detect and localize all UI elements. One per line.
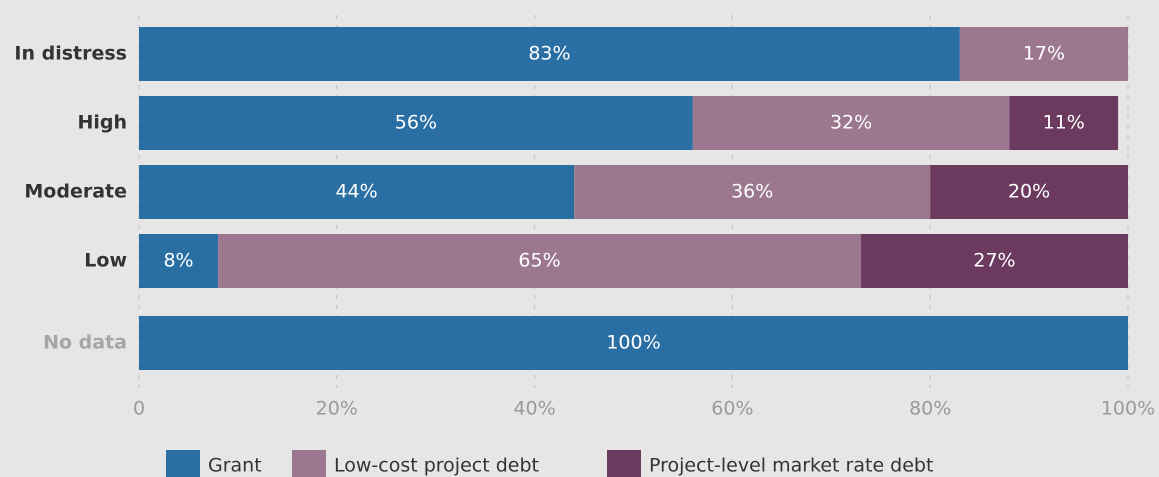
value-label: 83% [528, 43, 570, 65]
value-label: 8% [163, 250, 193, 272]
bar-segment [574, 165, 931, 219]
category-label: No data [43, 332, 127, 354]
value-label: 20% [1008, 181, 1050, 203]
category-label: In distress [14, 43, 127, 65]
bar-segment [930, 165, 1128, 219]
bar-segment [1009, 96, 1119, 150]
category-label: Moderate [24, 181, 127, 203]
legend-swatch [607, 450, 641, 477]
legend-label: Grant [208, 455, 262, 477]
value-label: 11% [1043, 112, 1085, 134]
legend-swatch [292, 450, 326, 477]
bar-segment [959, 27, 1128, 81]
x-tick-label: 80% [909, 398, 951, 420]
x-tick-label: 20% [316, 398, 358, 420]
bar-segment [139, 165, 575, 219]
x-tick-label: 60% [711, 398, 753, 420]
bar-segment [139, 316, 1128, 370]
bar-segment [139, 234, 219, 288]
value-label: 65% [518, 250, 560, 272]
bar-segment [692, 96, 1010, 150]
value-label: 17% [1023, 43, 1065, 65]
value-label: 36% [731, 181, 773, 203]
bar-segment [860, 234, 1128, 288]
bar-segment [139, 27, 960, 81]
value-label: 56% [395, 112, 437, 134]
value-label: 27% [973, 250, 1015, 272]
x-tick-label: 100% [1101, 398, 1155, 420]
category-label: High [77, 112, 127, 134]
legend-swatch [166, 450, 200, 477]
bar-segment [139, 96, 693, 150]
category-label: Low [84, 250, 127, 272]
value-label: 32% [830, 112, 872, 134]
legend-label: Project-level market rate debt [649, 455, 933, 477]
bar-segment [218, 234, 861, 288]
x-tick-label: 40% [513, 398, 555, 420]
legend-label: Low-cost project debt [334, 455, 539, 477]
value-label: 100% [606, 332, 660, 354]
x-tick-label: 0 [133, 398, 145, 420]
value-label: 44% [335, 181, 377, 203]
